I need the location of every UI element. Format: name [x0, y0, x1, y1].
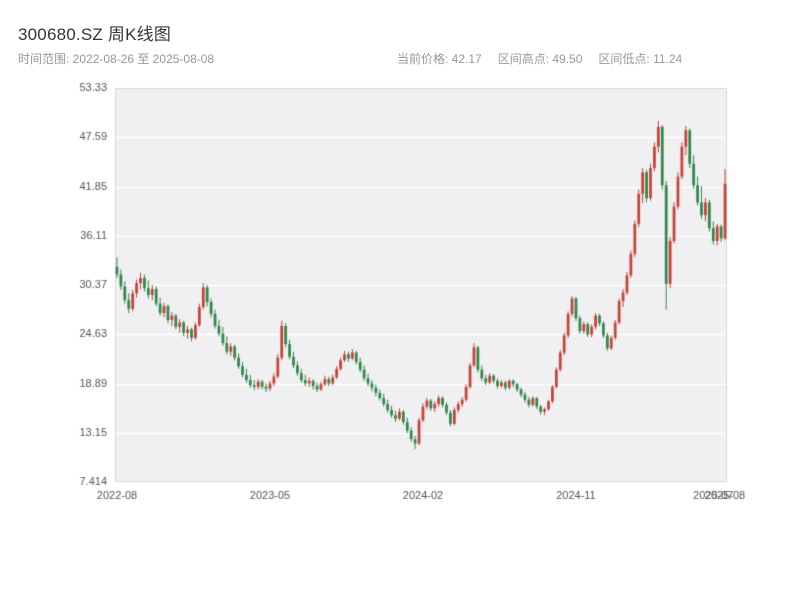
current-price-stat: 当前价格: 42.17: [397, 52, 482, 66]
range-high-stat: 区间高点: 49.50: [497, 52, 583, 66]
page-title: 300680.SZ 周K线图: [18, 25, 172, 44]
time-range-label: 时间范围: 2022-08-26 至 2025-08-08: [18, 52, 215, 66]
range-low-stat: 区间低点: 11.24: [598, 52, 683, 66]
kline-chart-canvas: [0, 70, 800, 520]
price-stats: 当前价格: 42.17 区间高点: 49.50 区间低点: 11.24: [397, 50, 682, 67]
